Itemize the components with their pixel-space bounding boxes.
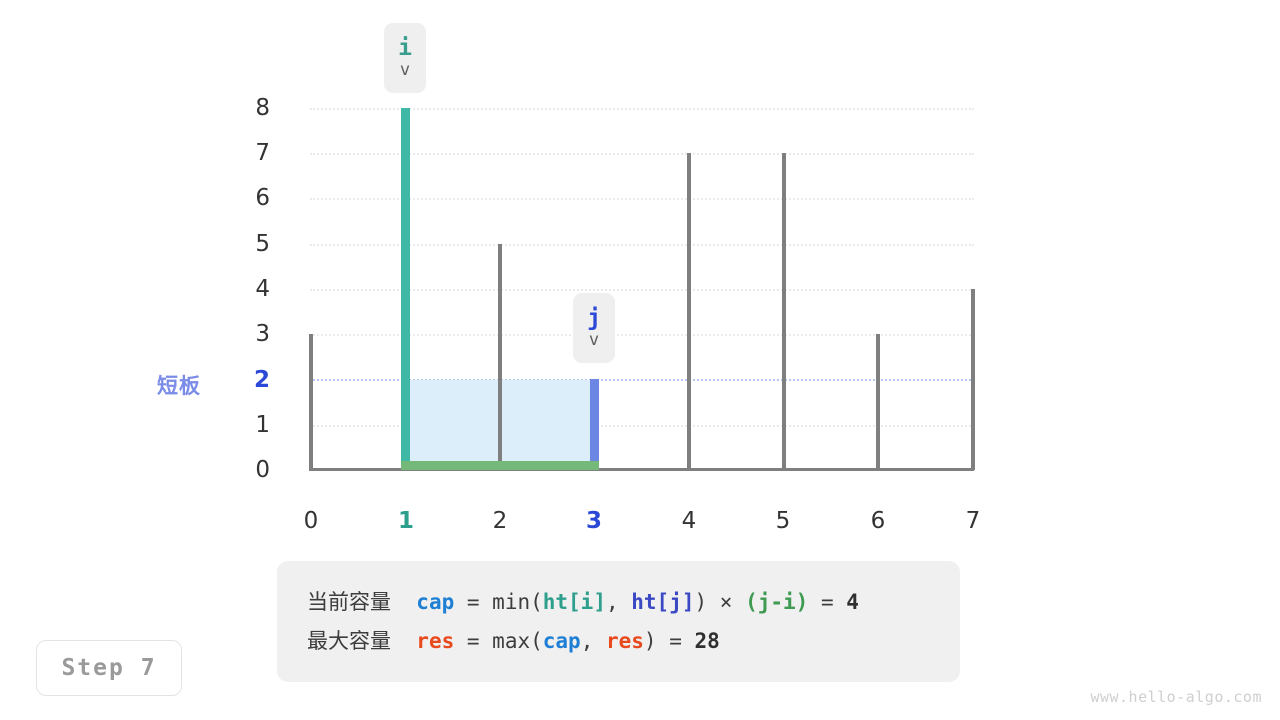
gridline-1 xyxy=(310,425,974,427)
formula-paren-close-1: ) xyxy=(694,589,708,614)
short-board-label: 短板 xyxy=(157,374,201,398)
formula-fn-min: min( xyxy=(492,589,543,614)
formula-fn-max: max( xyxy=(492,628,543,653)
formula-result-cap: 4 xyxy=(846,589,859,614)
gridline-4 xyxy=(310,289,974,291)
formula-line-max-capacity: 最大容量 res = max(cap, res) = 28 xyxy=(307,628,960,653)
bar-0 xyxy=(309,334,313,470)
pointer-j-marker: j v xyxy=(573,293,615,363)
formula-eq-1: = xyxy=(454,589,493,614)
x-tick-7: 7 xyxy=(965,508,981,534)
y-tick-5: 5 xyxy=(255,231,270,257)
formula-token-ht-j: ht[j] xyxy=(631,589,695,614)
y-tick-6: 6 xyxy=(255,185,270,211)
formula-label-max-capacity: 最大容量 xyxy=(307,628,391,653)
chevron-down-icon: v xyxy=(588,330,600,350)
sp xyxy=(391,590,416,614)
y-tick-1: 1 xyxy=(255,412,270,438)
y-tick-3: 3 xyxy=(255,321,270,347)
pointer-i-marker: i v xyxy=(384,23,426,93)
formula-paren-close-2: ) xyxy=(643,628,657,653)
y-tick-4: 4 xyxy=(255,276,270,302)
step-label: Step 7 xyxy=(61,655,157,681)
x-tick-1: 1 xyxy=(397,508,414,534)
capacity-base-bar xyxy=(401,461,599,470)
bar-4 xyxy=(687,153,691,470)
x-tick-0: 0 xyxy=(303,508,319,534)
y-tick-0: 0 xyxy=(255,457,270,483)
watermark: www.hello-algo.com xyxy=(1090,688,1262,706)
gridline-5 xyxy=(310,244,974,246)
formula-eq-2: = xyxy=(808,589,847,614)
formula-token-ht-i: ht[i] xyxy=(542,589,606,614)
gridline-7 xyxy=(310,153,974,155)
y-tick-7: 7 xyxy=(255,140,270,166)
bar-3-pointer-j xyxy=(590,379,599,470)
formula-token-cap-2: cap xyxy=(542,628,581,653)
step-indicator: Step 7 xyxy=(36,640,182,696)
x-tick-2: 2 xyxy=(492,508,508,534)
x-tick-3: 3 xyxy=(585,508,602,534)
sp2 xyxy=(391,629,416,653)
formula-line-current-capacity: 当前容量 cap = min(ht[i], ht[j]) × (j-i) = 4 xyxy=(307,589,960,614)
formula-token-cap: cap xyxy=(416,589,455,614)
x-tick-6: 6 xyxy=(870,508,886,534)
formula-times: × xyxy=(707,589,746,614)
x-axis-line xyxy=(309,468,974,471)
x-tick-5: 5 xyxy=(775,508,791,534)
formula-comma-2: , xyxy=(580,628,606,653)
gridline-6 xyxy=(310,198,974,200)
chevron-down-icon: v xyxy=(399,60,411,80)
formula-token-res-2: res xyxy=(605,628,644,653)
bar-6 xyxy=(876,334,880,470)
formula-eq-3: = xyxy=(454,628,493,653)
bar-2 xyxy=(498,244,502,470)
y-tick-8: 8 xyxy=(255,95,270,121)
bar-1-pointer-i xyxy=(401,108,410,470)
gridline-8 xyxy=(310,108,974,110)
pointer-i-label: i xyxy=(398,35,412,61)
pointer-j-label: j xyxy=(587,305,601,331)
formula-token-j-minus-i: (j-i) xyxy=(745,589,809,614)
gridline-3 xyxy=(310,334,974,336)
formula-result-res: 28 xyxy=(694,628,720,653)
gridline-short-board xyxy=(310,379,974,381)
bar-7 xyxy=(971,289,975,470)
formula-eq-4: = xyxy=(656,628,695,653)
y-tick-2-short-board: 2 xyxy=(253,367,270,393)
x-tick-4: 4 xyxy=(681,508,697,534)
bar-5 xyxy=(782,153,786,470)
formula-comma-1: , xyxy=(605,589,632,614)
formula-panel: 当前容量 cap = min(ht[i], ht[j]) × (j-i) = 4… xyxy=(277,561,960,682)
formula-token-res: res xyxy=(416,628,455,653)
formula-label-current-capacity: 当前容量 xyxy=(307,589,391,614)
